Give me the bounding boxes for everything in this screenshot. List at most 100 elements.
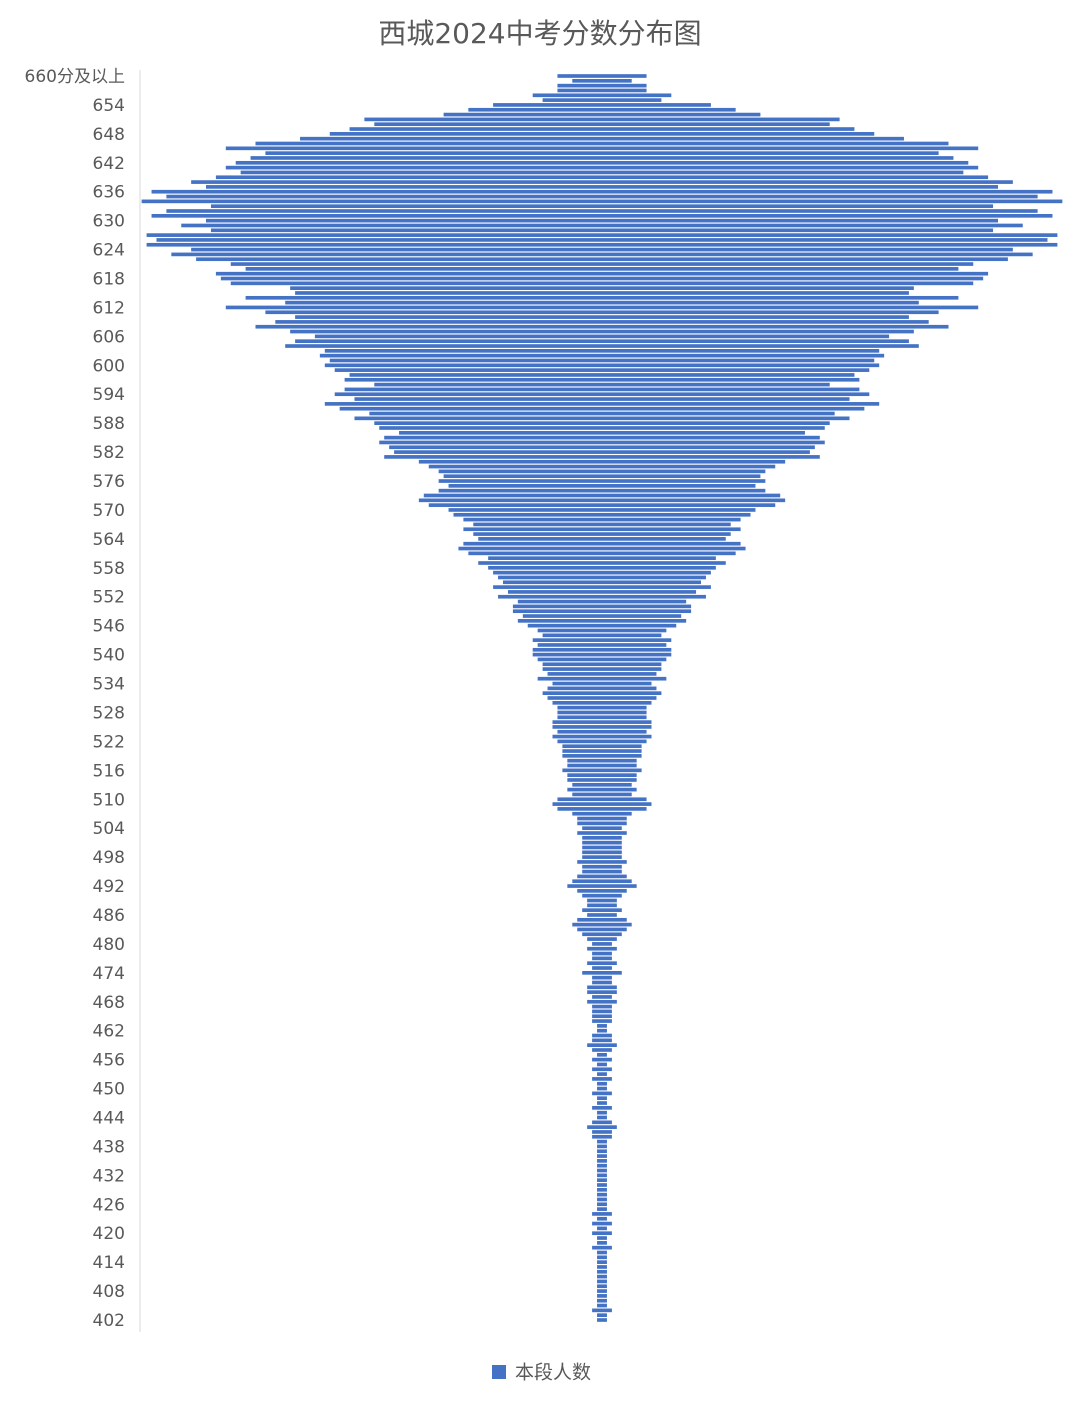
bar — [329, 358, 875, 363]
bar — [562, 768, 642, 773]
bar — [275, 320, 929, 324]
bar — [592, 951, 612, 956]
bar — [582, 845, 622, 850]
bar — [562, 754, 642, 758]
bar — [334, 368, 870, 372]
bar — [592, 1067, 612, 1072]
bar — [151, 213, 1053, 218]
bar — [597, 1159, 607, 1163]
bar — [141, 199, 1063, 204]
bar — [592, 995, 612, 999]
y-tick-label: 516 — [93, 761, 125, 781]
bar — [285, 344, 919, 348]
bar — [448, 508, 756, 512]
bar — [597, 1274, 607, 1279]
bar — [478, 561, 726, 565]
y-tick-label: 492 — [93, 877, 125, 897]
bar — [592, 1014, 612, 1019]
bar — [498, 594, 706, 599]
y-tick-label: 660分及以上 — [25, 67, 125, 87]
y-tick-label: 462 — [93, 1022, 125, 1042]
chart-title: 西城2024中考分数分布图 — [378, 17, 701, 50]
bar — [537, 676, 667, 681]
y-tick-label: 444 — [93, 1108, 125, 1128]
bar — [582, 869, 622, 874]
bar — [557, 807, 647, 811]
bar — [597, 1187, 607, 1192]
bar — [592, 1038, 612, 1043]
bar — [587, 903, 617, 908]
y-tick-label: 408 — [93, 1282, 125, 1302]
bar — [324, 349, 880, 353]
bar — [577, 816, 627, 821]
y-tick-label: 438 — [93, 1137, 125, 1157]
bar — [295, 315, 909, 319]
bar — [557, 729, 647, 734]
bar — [592, 980, 612, 985]
bar — [240, 170, 964, 175]
bar — [458, 546, 746, 551]
y-tick-label: 510 — [93, 790, 125, 810]
bar — [592, 1057, 612, 1062]
y-tick-label: 534 — [93, 675, 125, 695]
bar — [592, 1308, 612, 1313]
bar — [557, 74, 647, 78]
bar — [582, 908, 622, 912]
bar — [290, 329, 914, 334]
y-tick-label: 528 — [93, 703, 125, 723]
bar — [592, 1212, 612, 1216]
bar — [562, 744, 642, 749]
bar — [572, 78, 632, 83]
bar — [597, 1192, 607, 1197]
bar — [587, 913, 617, 917]
bar — [567, 773, 637, 777]
bar — [418, 459, 786, 464]
bar — [245, 295, 959, 300]
bar — [582, 932, 622, 937]
bar — [597, 1149, 607, 1154]
bar — [166, 209, 1038, 213]
bar — [597, 1303, 607, 1308]
bar — [597, 1163, 607, 1168]
y-tick-label: 414 — [93, 1253, 125, 1273]
bar — [493, 585, 711, 589]
y-tick-label: 498 — [93, 848, 125, 868]
bar — [597, 1298, 607, 1303]
bar — [324, 363, 880, 368]
bar — [547, 696, 657, 700]
y-tick-label: 564 — [93, 530, 125, 550]
bar — [587, 937, 617, 941]
bar — [542, 98, 662, 102]
y-tick-label: 612 — [93, 298, 125, 318]
bar — [597, 1052, 607, 1057]
y-tick-label: 504 — [93, 819, 125, 839]
bar — [498, 575, 706, 580]
bar — [468, 551, 736, 556]
bar — [295, 291, 909, 295]
bar — [557, 88, 647, 93]
bar — [374, 382, 830, 387]
bar — [542, 667, 662, 671]
bar — [438, 469, 766, 474]
bar — [567, 884, 637, 888]
bar — [443, 474, 761, 479]
bar — [532, 93, 672, 98]
y-tick-label: 468 — [93, 993, 125, 1013]
bar — [592, 1077, 612, 1081]
bar — [542, 662, 662, 667]
bar — [250, 156, 954, 160]
bar — [344, 377, 860, 382]
y-tick-label: 546 — [93, 617, 125, 637]
bar — [537, 628, 667, 633]
bar — [210, 204, 994, 209]
bar — [597, 1279, 607, 1284]
bar — [597, 1101, 607, 1105]
legend-label: 本段人数 — [515, 1362, 591, 1384]
bar — [324, 402, 880, 406]
bar — [215, 271, 989, 276]
bar — [215, 175, 989, 180]
bar — [552, 725, 652, 729]
bar — [557, 797, 647, 802]
bar — [577, 927, 627, 932]
bar — [394, 450, 810, 454]
